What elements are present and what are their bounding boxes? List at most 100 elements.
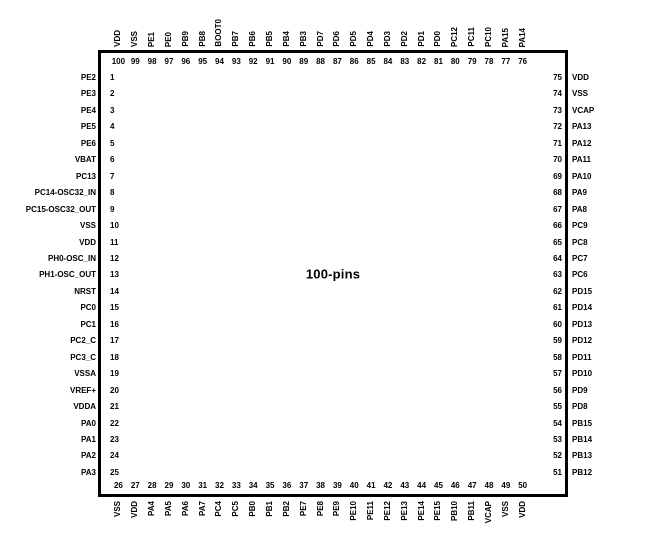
pin-label-8: PC14-OSC32_IN — [34, 188, 96, 198]
pin-label-32: PC4 — [214, 501, 224, 517]
pin-number-12: 12 — [110, 254, 119, 263]
pin-label-50: VDD — [517, 501, 527, 518]
pin-label-27: VDD — [130, 501, 140, 518]
bottom-pin-labels: VSS VDD PA4 PA5 PA6 PA7 PC4 PC5 PB0 PB1 PB2 PE7 PE8 P… — [110, 501, 532, 540]
pin-label-16: PC1 — [80, 319, 96, 329]
pin-number-65: 65 — [553, 237, 562, 247]
top-pin-labels: VDD VSS PE1 PE0 PB9 PB8 BOOT0 PB7 PB6 PB5 PB4 PB3 PD… — [110, 0, 532, 47]
pin-label-36: PB2 — [281, 501, 291, 517]
pin-label-74: VSS — [572, 89, 589, 99]
pin-label-11: VDD — [79, 237, 96, 247]
pin-label-31: PA7 — [197, 501, 207, 516]
pin-label-82: PD1 — [416, 31, 426, 47]
pin-label-85: PD4 — [366, 31, 376, 47]
pin-label-3: PE4 — [80, 105, 96, 115]
pin-label-95: PB8 — [197, 31, 207, 47]
pin-label-29: PA5 — [163, 501, 173, 516]
pin-label-61: PD14 — [572, 303, 593, 313]
pin-label-41: PE11 — [366, 501, 376, 521]
pin-label-71: PA12 — [572, 138, 592, 148]
pin-number-17: 17 — [110, 336, 119, 346]
pin-number-92: 92 — [248, 57, 258, 66]
pin-label-98: PE1 — [147, 31, 157, 47]
pin-label-5: PE6 — [80, 138, 96, 148]
pin-number-40: 40 — [349, 481, 359, 490]
pin-number-38: 38 — [316, 481, 325, 490]
pin-number-47: 47 — [467, 481, 477, 490]
pin-label-34: PB0 — [248, 501, 258, 517]
pin-number-93: 93 — [231, 57, 241, 66]
pin-label-65: PC8 — [572, 237, 588, 247]
pin-label-60: PD13 — [572, 319, 593, 329]
pin-number-7: 7 — [110, 171, 115, 181]
pin-number-1: 1 — [110, 73, 115, 83]
pin-label-25: PA3 — [81, 467, 96, 477]
pin-number-3: 3 — [110, 105, 115, 115]
pin-label-91: PB5 — [265, 31, 275, 47]
pin-number-46: 46 — [450, 481, 460, 490]
pin-label-26: VSS — [113, 501, 123, 518]
pin-number-60: 60 — [553, 319, 562, 329]
pin-label-79: PC11 — [467, 27, 477, 47]
pin-number-33: 33 — [231, 481, 241, 490]
pin-label-52: PB13 — [572, 451, 593, 461]
pin-label-96: PB9 — [180, 31, 190, 47]
pin-label-30: PA6 — [180, 501, 190, 516]
pin-label-67: PA8 — [572, 204, 587, 214]
right-pin-labels: VDD VSS VCAP PA13 PA12 PA11 PA10 PA9 PA8 PC9 PC8 PC… — [572, 70, 646, 482]
pin-number-95: 95 — [198, 57, 208, 66]
pin-number-52: 52 — [553, 451, 562, 461]
pin-label-43: PE13 — [399, 501, 409, 521]
right-pin-numbers: 75 74 73 72 71 70 69 68 67 66 65 64 63 62 61 60 59 58 57 56… — [528, 70, 562, 482]
pin-number-62: 62 — [553, 286, 562, 296]
pin-label-21: VDDA — [73, 402, 96, 412]
pin-number-58: 58 — [553, 352, 562, 362]
pin-number-35: 35 — [265, 481, 275, 490]
pin-number-22: 22 — [110, 418, 119, 428]
pin-number-61: 61 — [553, 303, 562, 313]
pin-number-57: 57 — [553, 369, 562, 379]
pin-label-54: PB15 — [572, 418, 593, 428]
pin-number-6: 6 — [110, 155, 115, 165]
pin-label-45: PE15 — [433, 501, 443, 521]
left-pin-numbers: 1 2 3 4 5 6 7 8 9 10 11 12 13 14 15 16 17 18 19 20 21 22 23 24 2… — [110, 70, 140, 482]
pin-number-41: 41 — [366, 481, 376, 490]
pin-label-23: PA1 — [81, 434, 96, 444]
pin-label-69: PA10 — [572, 171, 592, 181]
pin-label-46: PB10 — [450, 501, 460, 522]
pin-label-42: PE12 — [382, 501, 392, 521]
pin-number-96: 96 — [181, 57, 191, 66]
pin-label-77: PA15 — [500, 27, 510, 47]
pin-number-70: 70 — [553, 155, 562, 165]
pin-number-34: 34 — [248, 481, 258, 490]
pin-number-51: 51 — [553, 467, 562, 477]
pin-number-32: 32 — [215, 481, 224, 490]
pin-label-40: PE10 — [349, 501, 359, 521]
pin-label-2: PE3 — [80, 89, 96, 99]
pin-number-50: 50 — [518, 481, 528, 490]
pin-number-85: 85 — [366, 57, 376, 66]
pin-label-55: PD8 — [572, 402, 588, 412]
chip-outline: 100-pins — [98, 50, 568, 497]
pin-label-86: PD5 — [349, 31, 359, 47]
pin-label-78: PC10 — [483, 26, 493, 47]
pin-number-20: 20 — [110, 385, 119, 395]
pin-label-62: PD15 — [572, 286, 593, 296]
pin-label-15: PC0 — [80, 303, 96, 313]
pin-label-70: PA11 — [572, 155, 591, 165]
pin-label-87: PD6 — [332, 31, 342, 47]
pin-number-78: 78 — [484, 57, 494, 66]
pin-number-72: 72 — [553, 122, 562, 132]
pin-number-42: 42 — [383, 481, 393, 490]
pin-label-93: PB7 — [231, 31, 241, 47]
pin-number-13: 13 — [110, 270, 119, 280]
pin-number-16: 16 — [110, 319, 119, 329]
pin-number-31: 31 — [198, 481, 208, 490]
pin-label-83: PD2 — [399, 31, 409, 47]
pin-number-27: 27 — [130, 481, 140, 490]
pin-label-76: PA14 — [517, 27, 527, 47]
pin-number-55: 55 — [553, 402, 562, 412]
pin-label-64: PC7 — [572, 254, 588, 263]
pin-number-91: 91 — [265, 57, 275, 66]
